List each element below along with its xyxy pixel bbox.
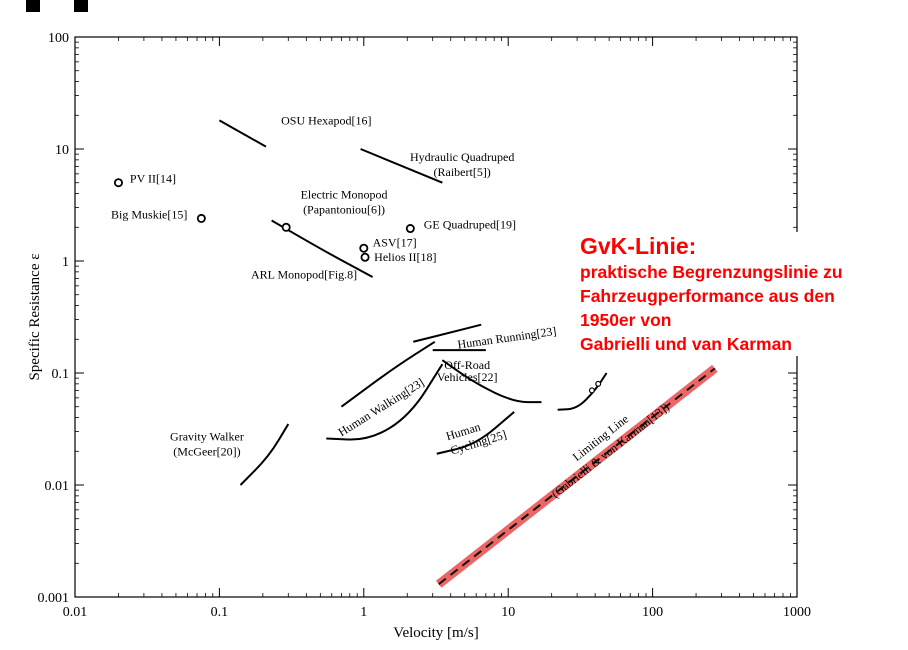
x-tick-label: 1 (360, 605, 367, 620)
limiting-line-label-line: (Gabrielli & von Karman[13]) (549, 400, 672, 501)
limiting-line-group: Limiting Line(Gabrielli & von Karman[13]… (435, 364, 718, 588)
curve (271, 219, 374, 278)
label-group: PV II[14]Big Muskie[15]Electric Monopod(… (111, 114, 557, 459)
y-tick-label: 0.01 (45, 479, 70, 494)
y-tick-label: 1 (62, 255, 69, 270)
data-point (281, 222, 291, 232)
curve-label-gravity-walker: Gravity Walker (McGeer[20]) (170, 429, 244, 458)
data-point (359, 243, 369, 253)
y-axis-label: Specific Resistance ε (27, 253, 43, 380)
data-point (405, 224, 415, 234)
point-label-asv: ASV[17] (373, 235, 417, 249)
x-axis-label: Velocity [m/s] (393, 625, 478, 641)
x-tick-label: 100 (642, 605, 663, 620)
annotation-label-line: (Papantoniou[6]) (303, 203, 385, 217)
data-point (595, 380, 602, 387)
curve (239, 423, 290, 486)
curve (436, 411, 515, 455)
annotation-label-line: Big Muskie[15] (111, 207, 187, 221)
curve-label-off-road: Off-Road Vehicles[22] (437, 358, 498, 384)
gvk-annotation-body: praktische Begrenzungslinie zu Fahrzeugp… (580, 262, 843, 354)
curve (441, 359, 542, 404)
x-tick-label: 0.01 (63, 605, 88, 620)
annotation-label-line: Hydraulic Quadruped (410, 150, 514, 164)
annotation-label-line: Vehicles[22] (437, 370, 498, 384)
point-label-big-muskie: Big Muskie[15] (111, 207, 187, 221)
curve (360, 148, 443, 184)
limiting-line (438, 367, 716, 586)
top-left-text-fragment (26, 0, 88, 12)
annotation-label-line: ASV[17] (373, 235, 417, 249)
curve (413, 323, 482, 343)
annotation-label-line: Electric Monopod (301, 188, 388, 202)
annotation-label-line: ARL Monopod[Fig.8] (251, 267, 357, 281)
point-group (113, 178, 602, 394)
annotation-label-line: GE Quadruped[19] (424, 218, 516, 232)
y-tick-label: 0.1 (52, 367, 70, 382)
data-point (113, 178, 123, 188)
annotation-label-line: (McGeer[20]) (173, 444, 240, 458)
curve-label-arl-monopod: ARL Monopod[Fig.8] (251, 267, 357, 281)
limiting-line-label: Limiting Line(Gabrielli & von Karman[13]… (539, 388, 672, 501)
point-label-pv2: PV II[14] (130, 172, 176, 186)
curve-label-human-cycling: HumanCycling[25] (444, 413, 508, 458)
data-point (360, 252, 370, 262)
curve-group (218, 119, 608, 486)
point-label-electric-monopod: Electric Monopod (Papantoniou[6]) (301, 188, 388, 217)
y-tick-label: 10 (55, 143, 69, 158)
data-point (196, 213, 206, 223)
y-tick-label: 100 (48, 31, 69, 46)
point-label-helios: Helios II[18] (374, 250, 436, 264)
curve (557, 372, 608, 411)
annotation-label-line: OSU Hexapod[16] (281, 114, 371, 128)
gvk-annotation-title: GvK-Linie: (580, 233, 697, 259)
x-tick-label: 1000 (783, 605, 811, 620)
x-tick-label: 0.1 (211, 605, 229, 620)
annotation-label-line: Helios II[18] (374, 250, 436, 264)
x-tick-label: 10 (501, 605, 515, 620)
annotation-label-line: Off-Road (444, 358, 490, 372)
annotation-label-line: PV II[14] (130, 172, 176, 186)
curve-label-hydraulic-quadruped: Hydraulic Quadruped (Raibert[5]) (410, 150, 514, 179)
curve (326, 363, 444, 441)
data-point (588, 387, 595, 394)
curve (218, 119, 267, 148)
gvk-annotation: GvK-Linie: praktische Begrenzungslinie z… (580, 232, 908, 356)
annotation-label-line: Gravity Walker (170, 429, 244, 443)
y-tick-label: 0.001 (38, 591, 70, 606)
curve-label-osu-hexapod: OSU Hexapod[16] (281, 114, 371, 128)
point-label-ge-quadruped: GE Quadruped[19] (424, 218, 516, 232)
curve (340, 340, 436, 408)
annotation-label-line: (Raibert[5]) (434, 165, 491, 179)
